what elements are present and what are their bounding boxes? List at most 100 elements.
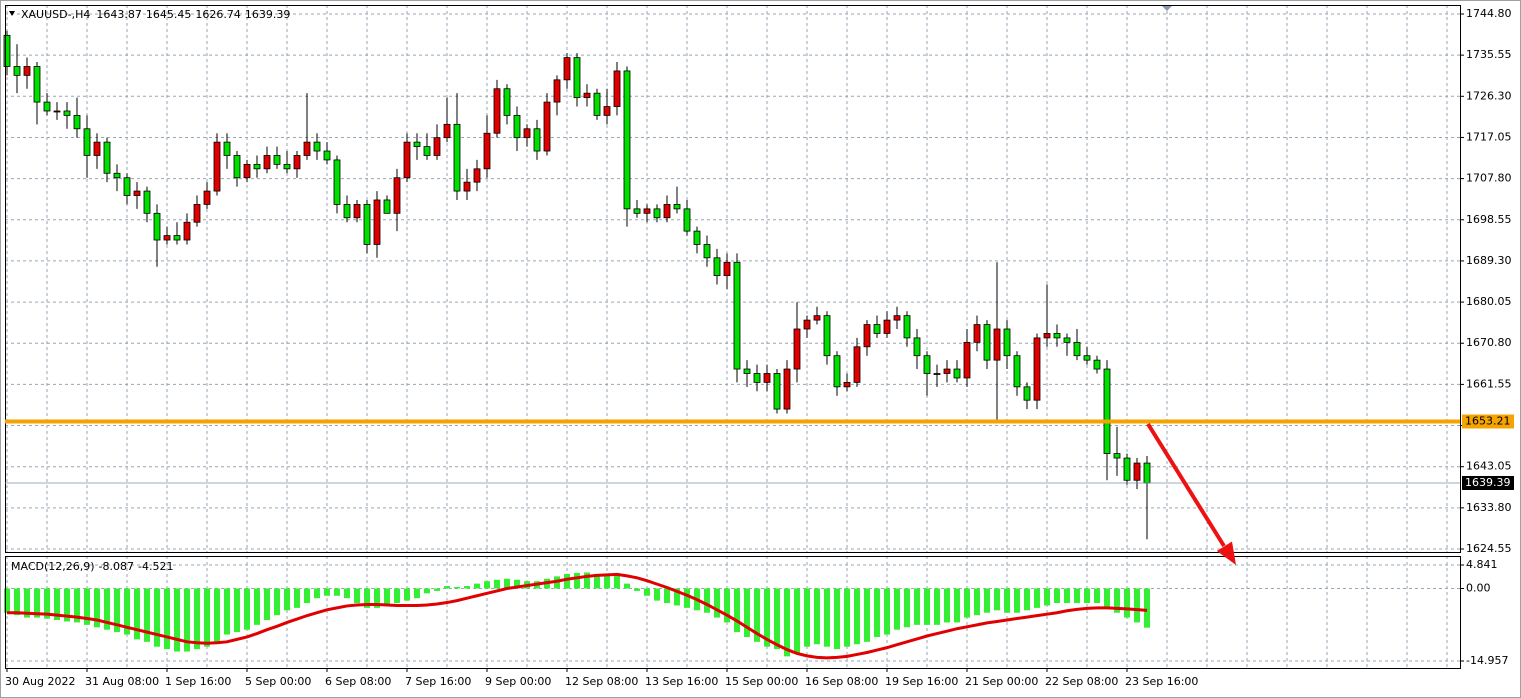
candle-body [533,128,541,152]
macd-bar [984,588,990,613]
macd-bar [64,588,70,622]
macd-bar [714,588,720,618]
candle-body [943,368,951,374]
candle-body [823,315,831,357]
candle-body [623,70,631,210]
candle-body [983,324,991,361]
macd-bar [404,588,410,601]
candle-body [83,128,91,156]
y-tick-label: 1744.80 [1466,7,1512,20]
macd-bar [474,583,480,589]
candle-body [743,368,751,374]
candle-body [43,101,51,112]
macd-bar [634,588,640,591]
macd-bar [784,588,790,657]
candle-body [323,150,331,161]
candle-body [953,368,961,379]
macd-bar [304,588,310,604]
x-tick-label: 16 Sep 08:00 [805,675,878,688]
candle-body [1073,341,1081,357]
macd-bar [194,588,200,650]
candle-body [303,141,311,156]
candle-body [353,204,361,219]
candle-body [223,141,231,156]
candle-body [883,319,891,334]
macd-bar [1084,588,1090,604]
macd-bar [294,588,300,608]
candle-body [13,66,21,76]
macd-bar [874,588,880,637]
candle-body [1133,462,1141,481]
y-tick-label: 1698.55 [1466,213,1512,226]
macd-bar [604,573,610,589]
candle-body [1023,386,1031,401]
macd-bar [964,588,970,618]
macd-bar [1074,588,1080,604]
macd-bar [454,587,460,589]
macd-bar [324,588,330,596]
macd-bar [724,588,730,623]
chart-title: XAUUSD-,H4 1643.87 1645.45 1626.74 1639.39 [21,8,290,21]
candle-body [793,328,801,370]
macd-bar [954,588,960,623]
macd-bar [1064,588,1070,604]
arrow-head [1216,541,1236,565]
macd-bar [174,588,180,652]
macd-bar [594,573,600,589]
x-tick-label: 23 Sep 16:00 [1125,675,1198,688]
price-tag: 1639.39 [1465,476,1511,489]
candle-body [593,92,601,116]
y-tick-label: 0.00 [1466,581,1491,594]
open-value: 1643.87 [96,8,142,21]
candle-body [653,208,661,219]
macd-bar [754,588,760,642]
y-tick-label: 1643.05 [1466,460,1512,473]
macd-bar [904,588,910,628]
candle-body [103,141,111,174]
x-tick-label: 30 Aug 2022 [5,675,75,688]
macd-bar [1094,588,1100,604]
candle-body [1113,453,1121,459]
macd-bar [854,588,860,645]
candle-body [163,235,171,241]
candle-body [513,115,521,139]
macd-bar [484,581,490,589]
macd-bar [1014,588,1020,613]
macd-panel [5,556,1461,669]
candle-body [1123,457,1131,481]
symbol: XAUUSD-,H4 [21,8,90,21]
low-value: 1626.74 [195,8,241,21]
candle-body [433,137,441,156]
candle-body [1143,462,1151,484]
candle-body [933,373,941,375]
macd-bar [394,588,400,604]
candle-body [963,341,971,379]
macd-bar [734,588,740,633]
candle-body [443,123,451,139]
signal-value: -4.521 [138,560,173,573]
candle-body [733,261,741,370]
macd-bar [414,588,420,599]
y-tick-label: -14.957 [1466,654,1508,667]
macd-bar [74,588,80,623]
macd-bar [974,588,980,616]
macd-bar [914,588,920,625]
candle-body [913,337,921,357]
candle-body [313,141,321,152]
candle-body [973,324,981,343]
candle-body [463,181,471,192]
macd-bar [494,579,500,589]
candle-body [923,355,931,374]
y-tick-label: 1670.80 [1466,336,1512,349]
macd-bar [384,588,390,606]
macd-bar [354,588,360,604]
overlay: 30 Aug 2022 31 Aug 08:00 1 Sep 16:00 5 Sep … [5,7,1514,688]
level-tag-box [1462,414,1514,429]
x-tick-label: 19 Sep 16:00 [885,675,958,688]
macd-bar [214,588,220,642]
arrow-line [1146,422,1226,548]
candle-body [613,70,621,107]
x-tick-label: 9 Sep 00:00 [485,675,551,688]
candle-body [423,146,431,156]
